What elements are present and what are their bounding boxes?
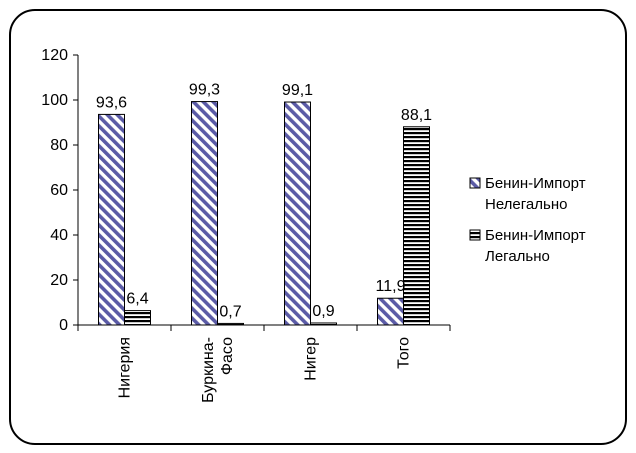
bar-legal: [310, 322, 337, 326]
y-tick-label: 0: [59, 317, 68, 334]
legend-swatch-illegal: [469, 177, 481, 189]
legend-label: Нелегально: [485, 196, 567, 213]
data-label: 11,9: [376, 278, 406, 295]
x-category-label: Нигерия: [117, 337, 134, 398]
bar-legal: [217, 322, 244, 326]
data-label: 0,7: [219, 303, 241, 320]
y-tick-label: 60: [50, 182, 68, 199]
x-category-label-line: Того: [396, 337, 413, 369]
x-category-label-line: Нигер: [303, 337, 320, 381]
data-label: 6,4: [126, 291, 148, 308]
x-category-label-line: Нигерия: [117, 337, 134, 398]
y-tick-label: 40: [50, 227, 68, 244]
legend-swatch-legal: [469, 229, 481, 241]
y-tick-label: 20: [50, 272, 68, 289]
bar-legal: [124, 310, 151, 326]
legend-label: Легально: [485, 248, 550, 265]
bar-illegal: [284, 101, 311, 326]
legend-label: Бенин-Импорт: [485, 175, 586, 192]
y-tick-label: 80: [50, 137, 68, 154]
bar-illegal: [98, 113, 125, 326]
data-label: 0,9: [312, 303, 334, 320]
y-tick-label: 120: [41, 47, 68, 64]
x-category-label: Того: [396, 337, 413, 369]
y-tick-label: 100: [41, 92, 68, 109]
data-label: 99,3: [189, 82, 220, 99]
bar-illegal: [377, 297, 404, 326]
data-label: 93,6: [96, 94, 127, 111]
bar-illegal: [191, 101, 218, 326]
legend-label: Бенин-Импорт: [485, 227, 586, 244]
x-category-label: Буркина- Фасо: [200, 337, 236, 403]
data-label: 99,1: [282, 82, 313, 99]
x-category-label: Нигер: [303, 337, 320, 381]
bar-legal: [403, 126, 430, 326]
x-category-label-line: Фасо: [219, 337, 236, 375]
x-category-label-line: Буркина-: [200, 337, 217, 403]
data-label: 88,1: [401, 107, 432, 124]
